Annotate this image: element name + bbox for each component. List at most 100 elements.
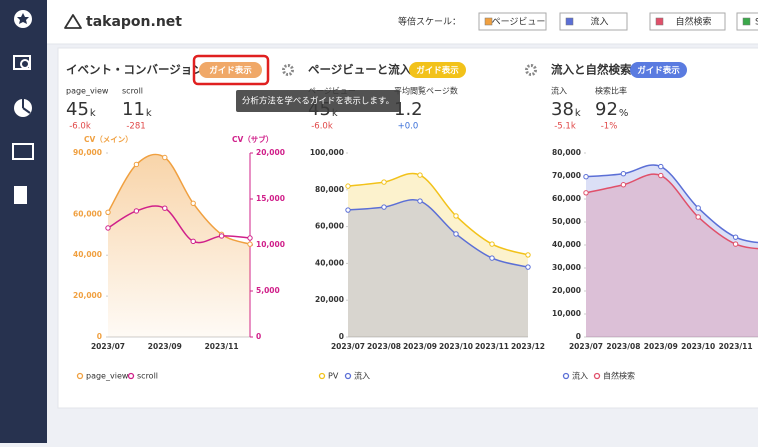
scale-item-label: S [755,18,758,28]
x-tick-label: 2023/09 [644,342,678,351]
data-point [732,234,739,240]
pie-cut [22,99,31,114]
metric-delta: -6.0k [311,122,333,132]
y-tick-label: 70,000 [552,171,581,180]
y-tick-label: 20,000 [315,295,344,304]
x-tick-label: 2023/09 [148,342,182,351]
y-tick-label: 10,000 [552,309,581,318]
data-point [525,252,531,258]
x-tick-label: 2023/08 [367,342,401,351]
guide-button[interactable] [630,62,687,78]
metric-delta: +0.0 [398,122,419,132]
x-tick-label: 2023/07 [569,342,603,351]
y-tick-label: 60,000 [73,209,102,218]
settings-gear[interactable] [282,64,294,76]
scale-button[interactable] [649,12,726,31]
data-point [133,208,140,214]
tooltip: 分析方法を学べるガイドを表示します。 [242,96,394,107]
data-point [658,163,664,170]
scale-item-label: 流入 [590,16,608,28]
data-point [695,205,701,211]
legend-marker [562,372,570,380]
data-point [489,255,495,261]
logo [64,14,82,29]
tooltip-bg [236,90,400,112]
chart: CV（メイン） CV（サブ） 0 20,000 40,000 60,000 90,000 0 5… [73,134,285,351]
guide-button-label: ガイド表示 [416,65,459,76]
scale-item-label: ページビュー [492,17,546,28]
data-point [105,225,111,231]
data-point [345,183,351,189]
x-tick-label: 2023/11 [475,342,509,351]
y2-tick-label: 20,000 [256,148,285,157]
doc-icon[interactable] [14,186,27,204]
series-line [585,173,758,250]
metric-label: 検索比率 [595,86,627,96]
data-point [381,204,387,210]
scale-button[interactable] [478,12,547,31]
legend-marker [344,372,352,380]
legend-label: 流入 [572,371,588,381]
x-tick-label: 2023/07 [91,342,125,351]
series-area [586,174,758,337]
guide-button[interactable] [199,62,262,78]
legend-label: 流入 [354,371,370,381]
data-point [583,190,589,196]
metric-value: 92 [595,99,618,120]
metric-delta: -281 [126,122,145,132]
data-point [381,179,387,185]
metric-delta: -5.1k [554,122,576,132]
lens [20,59,30,69]
metric-unit: k [575,108,581,119]
series-area [586,165,758,337]
data-point [417,172,423,178]
data-point [695,214,701,220]
x-tick-label: 2023/12 [511,342,545,351]
guide-button[interactable] [409,62,466,78]
scale-swatch [742,17,751,26]
data-point [345,207,351,213]
y-tick-label: 0 [339,332,344,341]
guide-button-label: ガイド表示 [209,65,252,76]
y-tick-label: 0 [576,332,581,341]
y2-tick-label: 5,000 [256,286,280,295]
settings-gear[interactable] [525,64,537,76]
series-area [108,154,250,337]
scale-label: 等倍スケール： [398,16,461,28]
guide-button-label: ガイド表示 [637,65,680,76]
data-point [190,238,196,245]
highlight-box [192,54,270,86]
legend-label: page_view [86,372,129,381]
data-point [525,264,531,270]
series-line [347,199,529,268]
metric-unit: % [619,108,629,119]
panel-title: ページビューと流入 [308,63,412,77]
legend-marker [318,372,326,380]
metric-label: scroll [122,87,143,96]
header [47,0,758,44]
data-point [190,200,196,206]
y-tick-label: 40,000 [315,258,344,267]
data-point [620,182,627,188]
y-tick-label: 20,000 [73,291,102,300]
y-tick-label: 40,000 [73,250,102,259]
x-tick-label: 2023/11 [719,342,753,351]
metric-value: 38 [551,99,574,120]
metric-value: 1.2 [394,99,423,120]
data-point [247,235,253,241]
report-icon[interactable] [12,143,34,160]
scale-swatch [565,17,574,26]
scale-swatch [484,17,493,26]
y2-tick-label: 15,000 [256,194,285,203]
y-tick-label: 60,000 [552,194,581,203]
y-tick-label: 30,000 [552,263,581,272]
legend-label: 自然検索 [603,371,635,381]
y-tick-label: 60,000 [315,222,344,231]
scale-button[interactable] [559,12,628,31]
metric-label: 流入 [551,86,567,96]
y-tick-label: 0 [97,332,102,341]
metric-delta: -1% [601,122,618,132]
y-tick-label: 50,000 [552,217,581,226]
y-tick-label: 100,000 [310,148,344,157]
search-icon[interactable] [13,55,31,70]
